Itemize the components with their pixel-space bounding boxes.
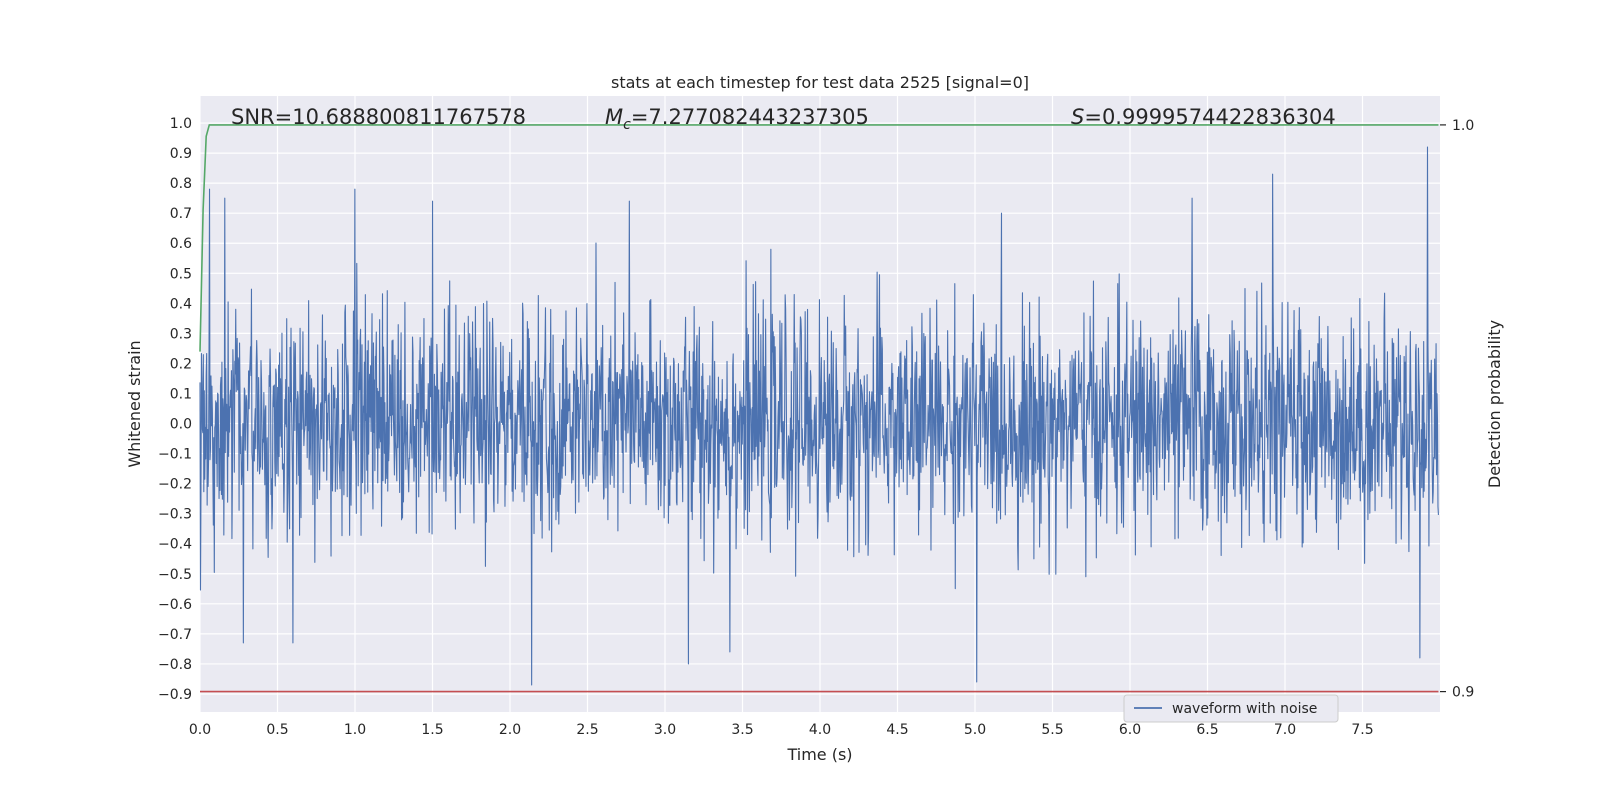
y-tick-label: −0.2 — [158, 477, 192, 493]
snr-annotation: SNR=10.688800811767578 — [231, 105, 526, 129]
chirp-mass-symbol: M — [605, 105, 623, 129]
y-tick-label: 0.1 — [170, 386, 192, 402]
y-tick-label: 0.9 — [170, 146, 192, 162]
x-tick-label: 0.5 — [266, 722, 288, 738]
series-waveform-with-noise — [199, 146, 1439, 686]
x-tick-label: 0.0 — [189, 722, 211, 738]
x-tick-label: 3.0 — [654, 722, 676, 738]
x-tick-label: 6.0 — [1119, 722, 1141, 738]
x-tick-label: 5.5 — [1041, 722, 1063, 738]
y-tick-label: 0.8 — [170, 176, 192, 192]
y-tick-label: 0.5 — [170, 266, 192, 282]
chirp-mass-subscript: c — [623, 117, 631, 133]
y2-tick-label: 0.9 — [1452, 685, 1474, 701]
legend: waveform with noise — [1123, 694, 1339, 723]
y-tick-label: 0.4 — [170, 296, 192, 312]
x-tick-label: 7.5 — [1351, 722, 1373, 738]
chirp-mass-annotation: Mc=7.277082443237305 — [605, 105, 869, 133]
x-tick-label: 4.0 — [809, 722, 831, 738]
y-tick-label: −0.8 — [158, 657, 192, 673]
legend-entry-waveform: waveform with noise — [1172, 701, 1317, 717]
y2-axis-label: Detection probability — [1485, 320, 1504, 488]
tick-labels: 0.0 0.5 1.0 1.5 2.0 2.5 3.0 3.5 4.0 4.5 5.0 5.5 6.0 6… — [158, 116, 1474, 738]
s-annotation: S=0.9999574422836304 — [1071, 105, 1336, 129]
y-tick-label: −0.1 — [158, 447, 192, 463]
x-tick-label: 2.5 — [576, 722, 598, 738]
chart-title: stats at each timestep for test data 252… — [611, 73, 1029, 92]
x-tick-label: 1.0 — [344, 722, 366, 738]
x-tick-label: 3.5 — [731, 722, 753, 738]
y-tick-label: 0.2 — [170, 356, 192, 372]
x-tick-label: 6.5 — [1196, 722, 1218, 738]
y-tick-label: −0.3 — [158, 507, 192, 523]
y-tick-label: 0.3 — [170, 326, 192, 342]
y-tick-label: 0.6 — [170, 236, 192, 252]
series-detection-probability — [199, 124, 1439, 352]
y-tick-label: −0.7 — [158, 627, 192, 643]
s-symbol: S — [1071, 105, 1084, 129]
x-tick-label: 2.0 — [499, 722, 521, 738]
s-value: =0.9999574422836304 — [1084, 105, 1335, 129]
y-tick-label: −0.5 — [158, 567, 192, 583]
y-tick-label: −0.9 — [158, 687, 192, 703]
x-tick-label: 4.5 — [886, 722, 908, 738]
legend-box — [1123, 694, 1339, 723]
chirp-mass-value: =7.277082443237305 — [631, 105, 869, 129]
series-layer — [199, 124, 1439, 693]
x-axis-label: Time (s) — [786, 745, 852, 764]
y-axis-label: Whitened strain — [125, 340, 144, 467]
y-tick-label: −0.6 — [158, 597, 192, 613]
y-tick-label: −0.4 — [158, 537, 192, 553]
y-tick-label: 1.0 — [170, 116, 192, 132]
y-tick-label: 0.7 — [170, 206, 192, 222]
y-tick-label: 0.0 — [170, 417, 192, 433]
x-tick-label: 7.0 — [1274, 722, 1296, 738]
y2-tick-label: 1.0 — [1452, 118, 1474, 134]
x-tick-label: 5.0 — [964, 722, 986, 738]
x-tick-label: 1.5 — [421, 722, 443, 738]
